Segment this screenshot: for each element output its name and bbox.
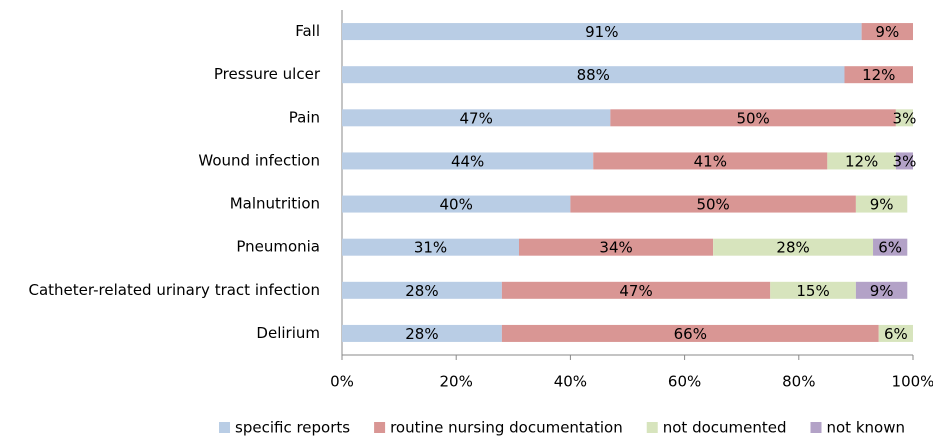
legend-marker xyxy=(374,422,386,433)
bar-segment xyxy=(593,152,828,170)
data-label: 3% xyxy=(893,152,917,170)
data-label: 6% xyxy=(878,239,902,257)
y-tick-label: Catheter-related urinary tract infection xyxy=(29,281,321,299)
data-label: 40% xyxy=(440,196,473,214)
x-tick-label: 20% xyxy=(440,373,473,391)
bar-segment xyxy=(342,281,502,299)
data-label: 9% xyxy=(875,23,899,41)
bar-segment xyxy=(610,109,896,127)
data-label: 44% xyxy=(451,152,484,170)
data-label: 9% xyxy=(870,196,894,214)
data-label: 6% xyxy=(884,325,908,343)
bar-segment xyxy=(519,238,714,256)
bar-segment xyxy=(342,23,862,41)
data-label: 88% xyxy=(577,66,610,84)
legend-marker xyxy=(219,422,231,433)
bar-segment xyxy=(501,281,771,299)
bar-segment xyxy=(895,152,913,170)
bar-segment xyxy=(501,324,879,342)
legend-label: not documented xyxy=(663,419,787,436)
bar-segment xyxy=(342,324,502,342)
data-label: 12% xyxy=(862,66,895,84)
data-label: 47% xyxy=(460,109,493,127)
data-label: 41% xyxy=(694,152,727,170)
bar-segment xyxy=(844,66,913,84)
bar-segment xyxy=(895,109,913,127)
bar-segment xyxy=(855,281,908,299)
bar-segment xyxy=(827,152,896,170)
y-tick-label: Malnutrition xyxy=(230,195,320,213)
bar-segment xyxy=(713,238,874,256)
data-label: 50% xyxy=(736,109,769,127)
bar-segment xyxy=(342,66,845,84)
x-tick-label: 40% xyxy=(554,373,587,391)
x-tick-label: 80% xyxy=(782,373,815,391)
data-label: 12% xyxy=(845,152,878,170)
data-label: 50% xyxy=(696,196,729,214)
legend-label: not known xyxy=(827,419,905,436)
y-tick-label: Pain xyxy=(289,108,320,126)
data-label: 9% xyxy=(870,282,894,300)
bar-segment xyxy=(342,195,571,213)
bar-segment xyxy=(861,23,913,41)
bar-segment xyxy=(878,324,913,342)
x-tick-label: 0% xyxy=(330,373,354,391)
data-label: 3% xyxy=(893,109,917,127)
y-tick-label: Delirium xyxy=(256,324,320,342)
x-tick-label: 100% xyxy=(892,373,933,391)
data-label: 66% xyxy=(674,325,707,343)
data-label: 28% xyxy=(405,325,438,343)
data-label: 15% xyxy=(796,282,829,300)
bar-segment xyxy=(342,238,520,256)
bar-segment xyxy=(342,109,611,127)
y-tick-label: Fall xyxy=(295,22,320,40)
x-tick-label: 60% xyxy=(668,373,701,391)
bar-segment xyxy=(873,238,908,256)
data-label: 28% xyxy=(405,282,438,300)
data-label: 91% xyxy=(585,23,618,41)
bar-segment xyxy=(855,195,908,213)
bar-segment xyxy=(342,152,594,170)
legend-marker xyxy=(810,422,822,433)
data-label: 28% xyxy=(776,239,809,257)
bar-segment xyxy=(570,195,856,213)
data-label: 31% xyxy=(414,239,447,257)
legend-label: routine nursing documentation xyxy=(390,419,623,436)
data-label: 47% xyxy=(619,282,652,300)
data-label: 34% xyxy=(599,239,632,257)
legend-marker xyxy=(646,422,658,433)
legend-label: specific reports xyxy=(235,419,350,436)
y-tick-label: Wound infection xyxy=(198,151,320,169)
y-tick-label: Pneumonia xyxy=(236,238,320,256)
y-tick-label: Pressure ulcer xyxy=(214,65,321,83)
bar-segment xyxy=(770,281,856,299)
